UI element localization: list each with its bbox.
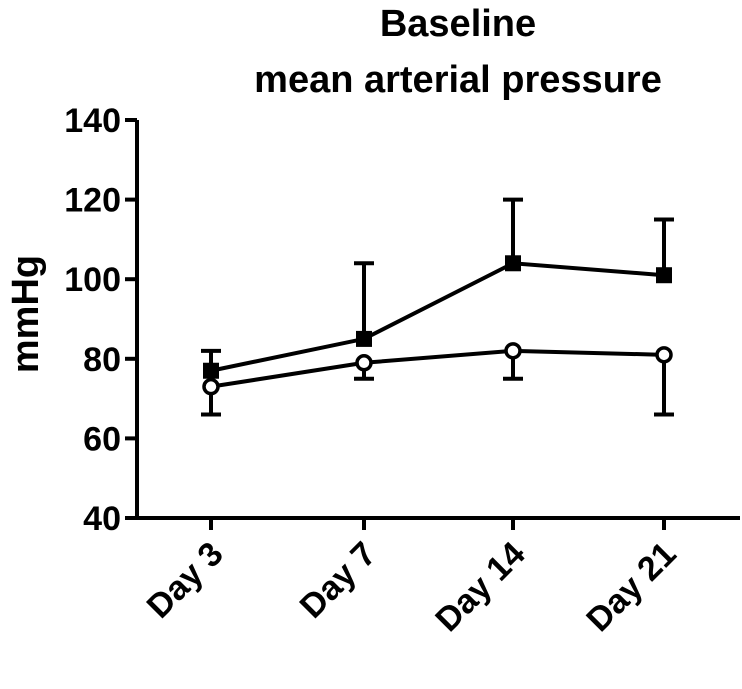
data-point-square <box>505 255 521 272</box>
data-point-square <box>656 267 672 284</box>
data-point-square <box>356 330 372 347</box>
x-tick-label: Day 14 <box>428 535 532 639</box>
y-tick-label: 120 <box>64 182 121 220</box>
axes <box>135 120 740 520</box>
data-point-circle <box>504 342 522 360</box>
data-point-circle <box>655 346 673 364</box>
series-line <box>210 348 665 389</box>
data-point-square <box>203 362 219 379</box>
series-1 <box>201 197 674 379</box>
y-tick-label: 60 <box>83 420 121 458</box>
y-tick-label: 40 <box>83 500 121 538</box>
series-2 <box>201 342 674 417</box>
x-tick-label: Day 3 <box>140 535 231 626</box>
y-ticks: 40 60 80 100 120 140 <box>64 102 137 538</box>
y-tick-label: 140 <box>64 102 121 140</box>
x-ticks: Day 3 Day 7 Day 14 Day 21 <box>140 518 684 639</box>
x-tick-label: Day 7 <box>293 535 384 626</box>
y-tick-label: 100 <box>64 261 121 299</box>
chart-title-line-1: Baseline <box>380 3 536 45</box>
y-tick-label: 80 <box>83 341 121 379</box>
series-line <box>210 261 665 373</box>
chart-title-line-2: mean arterial pressure <box>254 59 662 101</box>
plot-area <box>201 197 674 417</box>
x-tick-label: Day 21 <box>579 535 683 639</box>
y-axis-label: mmHg <box>5 255 47 373</box>
data-point-circle <box>202 377 220 396</box>
data-point-circle <box>355 354 373 372</box>
